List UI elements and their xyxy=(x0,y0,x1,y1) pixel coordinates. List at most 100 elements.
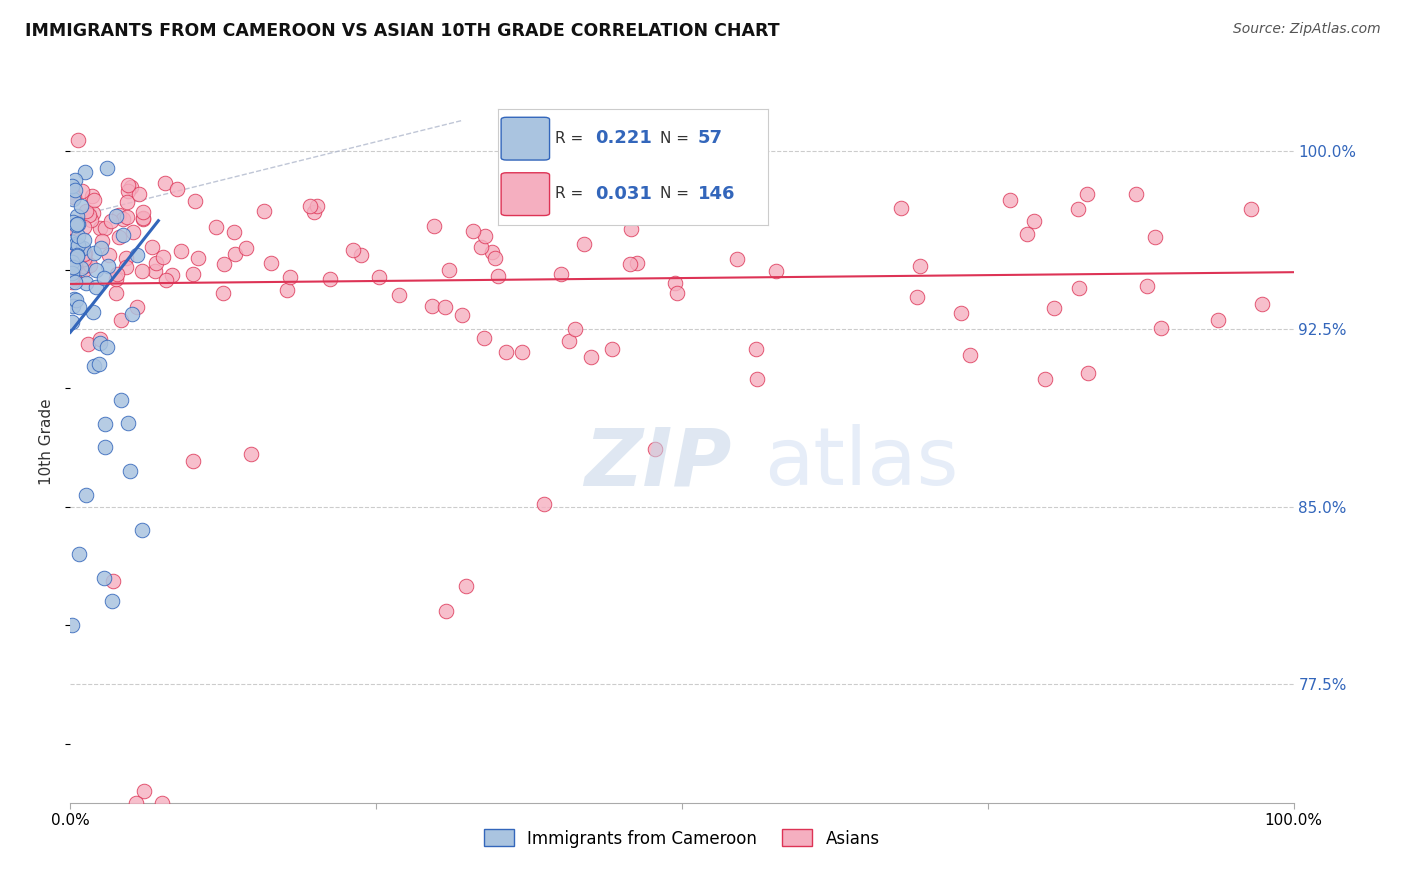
Point xyxy=(1136,279,1159,293)
Point xyxy=(434,604,457,618)
Point xyxy=(155,273,177,287)
Point xyxy=(60,219,83,234)
Point xyxy=(108,208,131,222)
Point xyxy=(111,212,134,227)
Point xyxy=(66,216,89,230)
Point xyxy=(60,315,83,329)
Point xyxy=(1043,301,1066,316)
Point xyxy=(423,219,446,233)
Point xyxy=(79,258,101,272)
Y-axis label: 10th Grade: 10th Grade xyxy=(39,398,55,485)
Point xyxy=(145,264,167,278)
Point xyxy=(619,257,641,271)
Point xyxy=(72,219,94,234)
Point xyxy=(63,172,86,186)
Point xyxy=(1022,214,1045,228)
Point xyxy=(60,276,83,290)
Point xyxy=(111,227,134,242)
Text: IMMIGRANTS FROM CAMEROON VS ASIAN 10TH GRADE CORRELATION CHART: IMMIGRANTS FROM CAMEROON VS ASIAN 10TH G… xyxy=(25,22,780,40)
Point xyxy=(160,268,183,283)
Point xyxy=(665,285,688,300)
Point xyxy=(82,206,104,220)
Point xyxy=(121,307,143,321)
Point xyxy=(644,442,666,456)
Point xyxy=(1077,367,1099,381)
Point xyxy=(132,205,155,219)
Point xyxy=(131,524,153,538)
Point xyxy=(72,241,94,255)
Point xyxy=(60,178,83,193)
Point xyxy=(150,796,173,810)
Point xyxy=(481,245,503,260)
Point xyxy=(253,204,276,219)
Point xyxy=(664,276,686,290)
Point xyxy=(72,185,94,199)
Point xyxy=(117,184,139,198)
Point xyxy=(73,247,96,261)
Point xyxy=(115,260,138,274)
Point xyxy=(67,300,90,314)
Point xyxy=(101,574,124,589)
Point xyxy=(155,176,177,190)
Point xyxy=(65,236,87,251)
Point xyxy=(132,211,155,225)
Point xyxy=(83,194,105,208)
Point xyxy=(62,252,84,267)
Point xyxy=(72,262,94,277)
Text: ZIP: ZIP xyxy=(583,425,731,502)
Point xyxy=(319,271,342,285)
Point xyxy=(65,218,87,232)
Point xyxy=(62,244,84,258)
Point xyxy=(205,220,228,235)
Point xyxy=(486,268,509,283)
Point xyxy=(533,497,555,511)
Point xyxy=(75,165,97,179)
Point xyxy=(557,334,579,348)
Point xyxy=(94,220,117,235)
Point xyxy=(1240,202,1263,217)
Point xyxy=(63,183,86,197)
Point xyxy=(132,212,155,227)
Point xyxy=(170,244,193,258)
Point xyxy=(63,271,86,285)
Point xyxy=(181,267,204,281)
Point xyxy=(1067,202,1090,216)
Point xyxy=(80,188,103,202)
Point xyxy=(484,251,506,265)
Point xyxy=(495,344,517,359)
Point xyxy=(1067,281,1090,295)
Point xyxy=(94,417,117,431)
Point xyxy=(73,259,96,273)
Point xyxy=(152,250,174,264)
Point xyxy=(183,194,205,208)
Point xyxy=(91,235,114,249)
Text: Source: ZipAtlas.com: Source: ZipAtlas.com xyxy=(1233,22,1381,37)
Point xyxy=(66,249,89,263)
Point xyxy=(67,217,90,231)
Point xyxy=(89,357,111,371)
Point xyxy=(89,221,111,235)
Point xyxy=(117,178,139,192)
Point xyxy=(470,240,492,254)
Point xyxy=(73,252,96,266)
Point xyxy=(117,417,139,431)
Point xyxy=(998,193,1021,207)
Point xyxy=(115,251,138,265)
Point xyxy=(451,308,474,322)
Point xyxy=(118,464,141,478)
Point xyxy=(581,350,603,364)
Point xyxy=(474,330,496,344)
Point xyxy=(278,269,301,284)
Point xyxy=(350,247,373,261)
Point xyxy=(77,208,100,222)
Point xyxy=(298,199,321,213)
Point xyxy=(122,225,145,239)
Point xyxy=(70,260,93,275)
Point xyxy=(1125,187,1147,202)
Point xyxy=(307,198,329,212)
Point xyxy=(1208,313,1230,327)
Point xyxy=(82,304,104,318)
Point xyxy=(132,784,155,798)
Point xyxy=(619,132,641,146)
Point xyxy=(115,210,138,224)
